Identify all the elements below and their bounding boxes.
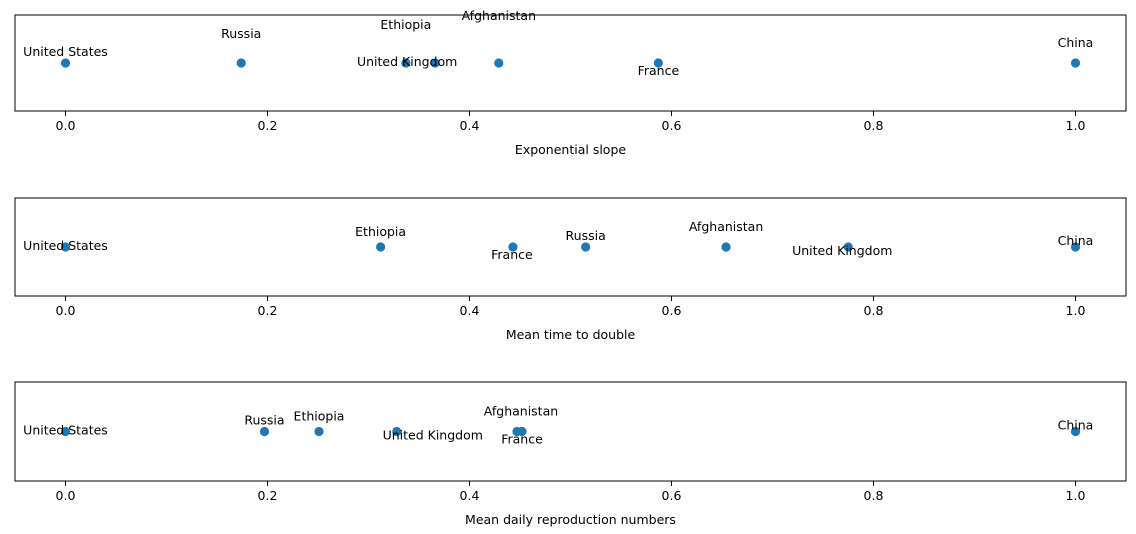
- point-label: Russia: [221, 26, 261, 41]
- data-point: [236, 58, 246, 68]
- point-label: United States: [23, 238, 108, 253]
- data-point: [314, 426, 324, 437]
- point-label: France: [501, 432, 543, 447]
- point-label: Russia: [244, 413, 284, 428]
- x-tick-label: 0.0: [56, 118, 76, 133]
- x-tick-label: 0.4: [460, 488, 480, 503]
- point-label: China: [1058, 418, 1094, 433]
- point-label: Afghanistan: [462, 8, 536, 23]
- point-label: United Kingdom: [383, 428, 483, 443]
- x-tick-label: 0.0: [56, 488, 76, 503]
- point-label: France: [638, 63, 680, 78]
- point-label: United States: [23, 44, 108, 59]
- x-axis-label: Exponential slope: [515, 142, 626, 157]
- point-label: United Kingdom: [357, 54, 457, 69]
- data-point: [259, 426, 270, 437]
- x-tick-label: 0.4: [460, 303, 480, 318]
- x-tick-label: 0.6: [662, 488, 682, 503]
- point-label: France: [491, 247, 533, 262]
- x-tick-label: 0.0: [56, 303, 76, 318]
- data-point: [494, 58, 504, 68]
- point-label: Ethiopia: [355, 224, 406, 239]
- x-axis-label: Mean daily reproduction numbers: [465, 512, 676, 527]
- x-tick-label: 0.4: [460, 118, 480, 133]
- point-label: Russia: [566, 228, 606, 243]
- data-point: [1070, 58, 1081, 68]
- x-tick-label: 0.8: [864, 118, 884, 133]
- point-label: China: [1058, 35, 1094, 50]
- x-tick-label: 0.2: [258, 118, 278, 133]
- data-point: [517, 426, 527, 437]
- data-point: [401, 58, 411, 68]
- chart-panel: 0.0 0.2 0.4 0.6 0.8 1.0 Mean daily reproductio…: [14, 381, 1127, 527]
- x-tick-label: 0.2: [258, 488, 278, 503]
- x-tick-label: 0.8: [864, 488, 884, 503]
- x-tick-label: 1.0: [1066, 488, 1086, 503]
- data-point: [60, 242, 71, 252]
- data-point: [508, 242, 518, 252]
- data-point: [653, 58, 663, 68]
- data-point: [721, 242, 731, 252]
- point-label: Ethiopia: [294, 409, 345, 424]
- x-tick-label: 0.8: [864, 303, 884, 318]
- plot-frame: [14, 14, 1127, 112]
- point-label: Afghanistan: [484, 404, 558, 419]
- data-point: [60, 426, 71, 437]
- point-label: China: [1058, 233, 1094, 248]
- x-tick-label: 0.2: [258, 303, 278, 318]
- point-label: Afghanistan: [689, 219, 763, 234]
- data-point: [843, 242, 853, 252]
- data-point: [392, 426, 402, 437]
- point-label: United Kingdom: [792, 243, 892, 258]
- data-point: [1070, 242, 1081, 252]
- x-tick-label: 1.0: [1066, 118, 1086, 133]
- data-point: [60, 58, 71, 68]
- x-tick-label: 0.6: [662, 303, 682, 318]
- point-label: Ethiopia: [380, 17, 431, 32]
- point-label: United States: [23, 423, 108, 438]
- data-point: [430, 58, 440, 68]
- data-point: [1070, 426, 1081, 437]
- chart-panel: 0.0 0.2 0.4 0.6 0.8 1.0 Exponential slope Unite…: [14, 8, 1127, 157]
- x-axis-label: Mean time to double: [506, 327, 636, 342]
- x-tick-label: 1.0: [1066, 303, 1086, 318]
- x-tick-label: 0.6: [662, 118, 682, 133]
- data-point: [376, 242, 386, 252]
- chart-panel: 0.0 0.2 0.4 0.6 0.8 1.0 Mean time to double Uni…: [14, 197, 1127, 342]
- plot-frame: [14, 381, 1127, 482]
- data-point: [581, 242, 591, 252]
- plot-frame: [14, 197, 1127, 297]
